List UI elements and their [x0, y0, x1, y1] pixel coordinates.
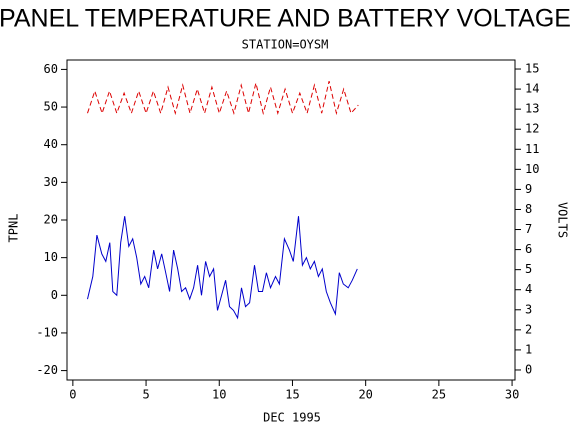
y2-tick-label: 15: [525, 62, 539, 76]
x-axis-label: DEC 1995: [263, 411, 321, 425]
y2-tick-label: 0: [525, 362, 532, 376]
y-tick-label: -20: [36, 363, 58, 377]
y-tick-label: 0: [51, 288, 58, 302]
y-tick-label: 50: [44, 100, 58, 114]
x-tick-label: 10: [212, 388, 226, 402]
x-tick-label: 20: [358, 388, 372, 402]
y2-tick-label: 13: [525, 102, 539, 116]
y2-tick-label: 4: [525, 282, 532, 296]
y2-tick-label: 9: [525, 182, 532, 196]
x-tick-label: 30: [505, 388, 519, 402]
plot-frame: [66, 59, 516, 381]
y2-tick-label: 1: [525, 342, 532, 356]
chart-subtitle: STATION=OYSM: [242, 38, 329, 52]
y2-tick-label: 6: [525, 242, 532, 256]
y2-tick-label: 2: [525, 322, 532, 336]
y-tick-label: 10: [44, 250, 58, 264]
y2-tick-label: 14: [525, 82, 539, 96]
y2-tick-label: 7: [525, 222, 532, 236]
x-tick-label: 5: [142, 388, 149, 402]
series-line: [87, 216, 358, 320]
y2-tick-label: 10: [525, 162, 539, 176]
y2-tick-label: 12: [525, 122, 539, 136]
x-tick-label: 0: [69, 388, 76, 402]
y-axis-label: TPNL: [7, 214, 21, 243]
y2-axis-label: VOLTS: [556, 202, 570, 238]
x-tick-label: 15: [285, 388, 299, 402]
y-tick-label: 40: [44, 137, 58, 151]
y2-tick-label: 11: [525, 142, 539, 156]
x-tick-label: 25: [432, 388, 446, 402]
y-tick-label: -10: [36, 325, 58, 339]
y2-tick-label: 5: [525, 262, 532, 276]
chart-title: PANEL TEMPERATURE AND BATTERY VOLTAGE: [0, 5, 570, 33]
y-tick-label: 20: [44, 213, 58, 227]
y2-tick-label: 8: [525, 202, 532, 216]
y2-tick-label: 3: [525, 302, 532, 316]
series-line: [87, 80, 359, 116]
y-tick-label: 60: [44, 62, 58, 76]
y-tick-label: 30: [44, 175, 58, 189]
